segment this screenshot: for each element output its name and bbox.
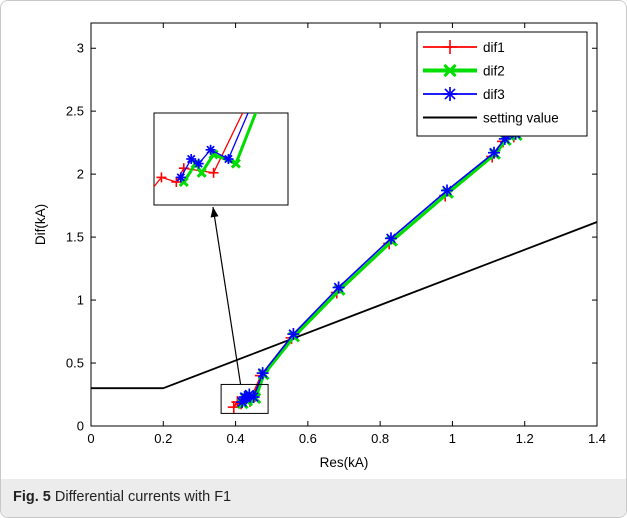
inset-point-dif1 bbox=[156, 172, 167, 183]
legend-label: setting value bbox=[483, 111, 559, 126]
caption-bar: Fig. 5 Differential currents with F1 bbox=[1, 479, 626, 517]
inset-point-dif3 bbox=[193, 158, 204, 169]
inset-point-dif3 bbox=[205, 144, 216, 155]
y-axis-label: Dif(kA) bbox=[33, 204, 48, 245]
inset-point-dif3 bbox=[223, 154, 234, 164]
y-tick-label: 2.5 bbox=[66, 104, 84, 119]
y-tick-label: 0.5 bbox=[66, 356, 84, 371]
x-tick-label: 0 bbox=[87, 431, 94, 446]
series-line-setting-value bbox=[91, 221, 598, 390]
y-tick-label: 2 bbox=[77, 167, 84, 182]
x-axis-label: Res(kA) bbox=[320, 455, 369, 470]
legend-label: dif1 bbox=[483, 40, 505, 55]
data-point-dif3 bbox=[384, 232, 397, 245]
inset-plot bbox=[154, 113, 258, 188]
y-tick-label: 3 bbox=[77, 41, 84, 56]
inset-point-dif3 bbox=[186, 154, 197, 164]
data-point-dif3 bbox=[247, 391, 260, 404]
legend-label: dif3 bbox=[483, 87, 505, 102]
caption-label: Fig. 5 bbox=[13, 489, 51, 505]
y-tick-label: 1.5 bbox=[66, 230, 84, 245]
inset-point-dif1 bbox=[171, 177, 182, 187]
x-tick-label: 1.4 bbox=[588, 431, 606, 446]
x-tick-label: 1.2 bbox=[516, 431, 534, 446]
legend-marker bbox=[443, 87, 457, 101]
data-point-dif3 bbox=[487, 146, 500, 159]
x-tick-label: 0.4 bbox=[227, 431, 245, 446]
legend-item-dif1: dif1 bbox=[423, 40, 505, 55]
legend: dif1 dif2 dif3 setting value bbox=[416, 31, 588, 137]
inset-point-dif2 bbox=[196, 167, 207, 178]
legend-item-dif2: dif2 bbox=[423, 64, 505, 79]
legend-marker bbox=[443, 40, 457, 54]
inset-line-dif3 bbox=[180, 113, 249, 178]
zoom-arrow-line bbox=[212, 206, 242, 385]
legend-marker bbox=[443, 63, 457, 78]
plot-layer bbox=[91, 120, 598, 414]
zoom-arrow-head bbox=[210, 207, 219, 218]
y-tick-label: 1 bbox=[77, 293, 84, 308]
x-tick-label: 0.2 bbox=[154, 431, 172, 446]
legend-label: dif2 bbox=[483, 64, 505, 79]
series-setting-value bbox=[91, 221, 598, 390]
inset-point-dif3 bbox=[175, 172, 186, 183]
legend-item-setting-value: setting value bbox=[423, 111, 559, 126]
y-tick-label: 0 bbox=[77, 419, 84, 434]
data-point-dif3 bbox=[256, 367, 269, 380]
data-point-dif3 bbox=[287, 328, 300, 341]
legend-box bbox=[416, 31, 588, 137]
caption-text: Differential currents with F1 bbox=[54, 489, 232, 505]
inset-point-dif1 bbox=[208, 167, 219, 178]
zoom-region-box bbox=[220, 383, 269, 414]
legend-item-dif3: dif3 bbox=[423, 87, 505, 102]
x-tick-label: 0.8 bbox=[371, 431, 389, 446]
inset-point-dif2 bbox=[230, 158, 241, 169]
series-dif3 bbox=[236, 120, 536, 409]
differential-current-chart: 0 0.2 0.4 0.6 0.8 1 1.2 1.4 0 0.5 1 1.5 2 2.5 3 Res(kA)… bbox=[33, 22, 606, 470]
data-point-dif3 bbox=[441, 184, 454, 197]
x-tick-label: 0.6 bbox=[299, 431, 317, 446]
figure-caption: Fig. 5 Differential currents with F1 bbox=[13, 489, 231, 505]
x-tick-label: 1 bbox=[449, 431, 456, 446]
zoom-inset bbox=[153, 112, 289, 414]
data-point-dif3 bbox=[332, 281, 345, 294]
figure-area: 0 0.2 0.4 0.6 0.8 1 1.2 1.4 0 0.5 1 1.5 2 2.5 3 Res(kA)… bbox=[1, 1, 626, 479]
